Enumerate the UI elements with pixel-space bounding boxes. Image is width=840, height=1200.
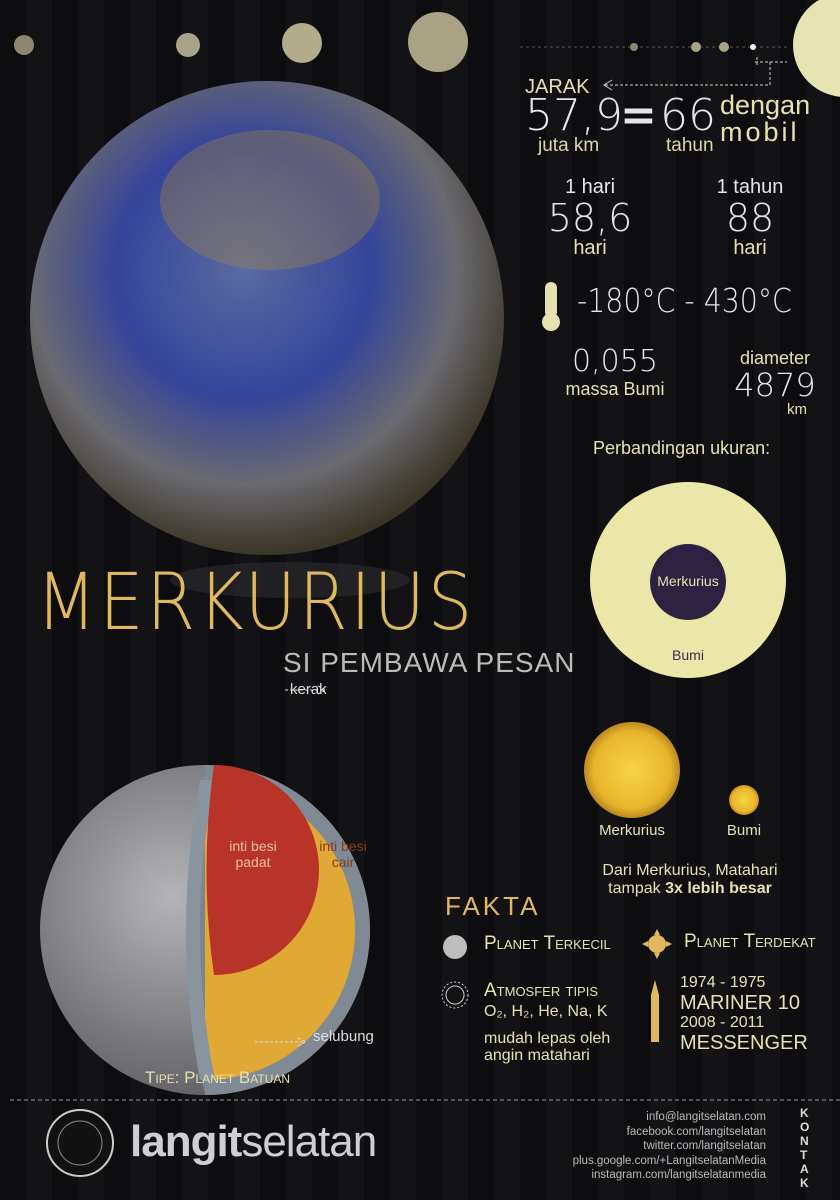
distance-value: 57,9 <box>525 90 623 141</box>
day-unit: hari <box>573 237 607 259</box>
page-title: MERKURIUS <box>36 558 475 648</box>
langitselatan-logo <box>46 1109 114 1177</box>
caption-line-2: tampak 3x lebih besar <box>570 880 810 898</box>
outer-core-label: inti besi cair <box>319 838 367 870</box>
atmosphere-icon <box>441 981 469 1009</box>
year-unit: hari <box>733 237 767 259</box>
year-block: 1 tahun 88 hari <box>700 176 800 260</box>
fact-atmo-note: mudah lepas oleh angin matahari <box>484 1030 610 1064</box>
crust-label: kerak <box>290 681 327 698</box>
day-value: 58,6 <box>547 196 633 240</box>
contact-googleplus[interactable]: plus.google.com/+LangitselatanMedia <box>572 1154 766 1167</box>
caption-text: tampak <box>608 880 666 897</box>
car-label-1: dengan <box>720 90 811 120</box>
diameter-block: diameter 4879 km <box>725 348 825 418</box>
earth-disc-label: Bumi <box>672 647 704 663</box>
diameter-unit: km <box>787 401 807 418</box>
caption-emphasis: 3x lebih besar <box>665 880 772 897</box>
page-subtitle: SI PEMBAWA PESAN <box>283 647 576 678</box>
mission-1-years: 1974 - 1975 <box>680 974 766 991</box>
sun-from-earth <box>729 785 759 815</box>
fact-smallest: Planet Terkecil <box>484 933 611 954</box>
thermometer-icon <box>542 282 560 331</box>
year-value: 88 <box>725 196 775 240</box>
fact-nearest: Planet Terdekat <box>684 931 816 952</box>
facts-heading: FAKTA <box>445 891 541 921</box>
mass-unit: massa Bumi <box>565 379 665 399</box>
mission-1-name: MARINER 10 <box>680 992 801 1014</box>
day-block: 1 hari 58,6 hari <box>540 176 640 260</box>
sun-earth-label: Bumi <box>726 822 762 839</box>
year-label: 1 tahun <box>716 176 784 198</box>
fact-atmosphere: Atmosfer tipis <box>484 980 599 1001</box>
distance-label: JARAK <box>525 76 590 98</box>
contact-email[interactable]: info@langitselatan.com <box>646 1111 766 1123</box>
small-planet-icon <box>443 935 467 959</box>
contact-instagram[interactable]: instagram.com/langitselatanmedia <box>591 1169 766 1181</box>
atmo-note-2: angin matahari <box>484 1047 590 1064</box>
planet-row-icons <box>14 0 840 97</box>
sun-icon <box>642 929 672 959</box>
missions: 1974 - 1975 MARINER 10 2008 - 2011 MESSE… <box>680 974 808 1054</box>
mercury-disc-label: Merkurius <box>657 573 719 589</box>
caption-line-1: Dari Merkurius, Matahari <box>602 862 778 879</box>
inner-core-label: inti besi padat <box>229 838 277 870</box>
mercury-cross-section <box>40 685 370 1095</box>
size-compare-heading: Perbandingan ukuran: <box>593 438 771 458</box>
car-unit: tahun <box>666 135 714 156</box>
car-value: 66 <box>660 90 716 141</box>
sun-compare-caption: Dari Merkurius, Matahari tampak 3x lebih… <box>570 862 810 898</box>
kontak-label: KONTAK <box>800 1106 810 1190</box>
mass-value: 0,055 <box>572 344 658 379</box>
contact-facebook[interactable]: facebook.com/langitselatan <box>626 1125 766 1138</box>
mercury-globe-image <box>30 81 504 555</box>
planet-reflection <box>170 562 410 598</box>
atmo-note-1: mudah lepas oleh <box>484 1030 611 1047</box>
fact-gases: O₂, H₂, He, Na, K <box>484 1003 608 1020</box>
rocket-icon <box>651 980 659 1042</box>
diameter-value: 4879 <box>734 366 816 404</box>
mercury-disc <box>650 544 726 620</box>
contact-list: info@langitselatan.com facebook.com/lang… <box>573 1110 766 1183</box>
brand-light: selatan <box>241 1117 377 1166</box>
mission-2-name: MESSENGER <box>680 1032 808 1054</box>
day-label: 1 hari <box>564 176 616 198</box>
brand-bold: langit <box>130 1117 242 1166</box>
car-label-2: mobil <box>720 117 800 147</box>
distance-unit: juta km <box>538 135 600 156</box>
contact-twitter[interactable]: twitter.com/langitselatan <box>643 1140 766 1152</box>
diameter-label: diameter <box>739 348 811 368</box>
brand-wordmark[interactable]: langitselatan <box>130 1117 377 1166</box>
sun-from-mercury <box>584 722 680 818</box>
mass-block: 0,055 massa Bumi <box>560 344 670 400</box>
temperature-range: -180°C - 430°C <box>577 281 792 320</box>
sun-mercury-label: Merkurius <box>599 822 665 839</box>
mantle-label: selubung <box>313 1028 374 1045</box>
planet-type: Tipe: Planet Batuan <box>145 1068 291 1087</box>
equals-sign: = <box>620 90 657 141</box>
mission-2-years: 2008 - 2011 <box>680 1014 765 1031</box>
